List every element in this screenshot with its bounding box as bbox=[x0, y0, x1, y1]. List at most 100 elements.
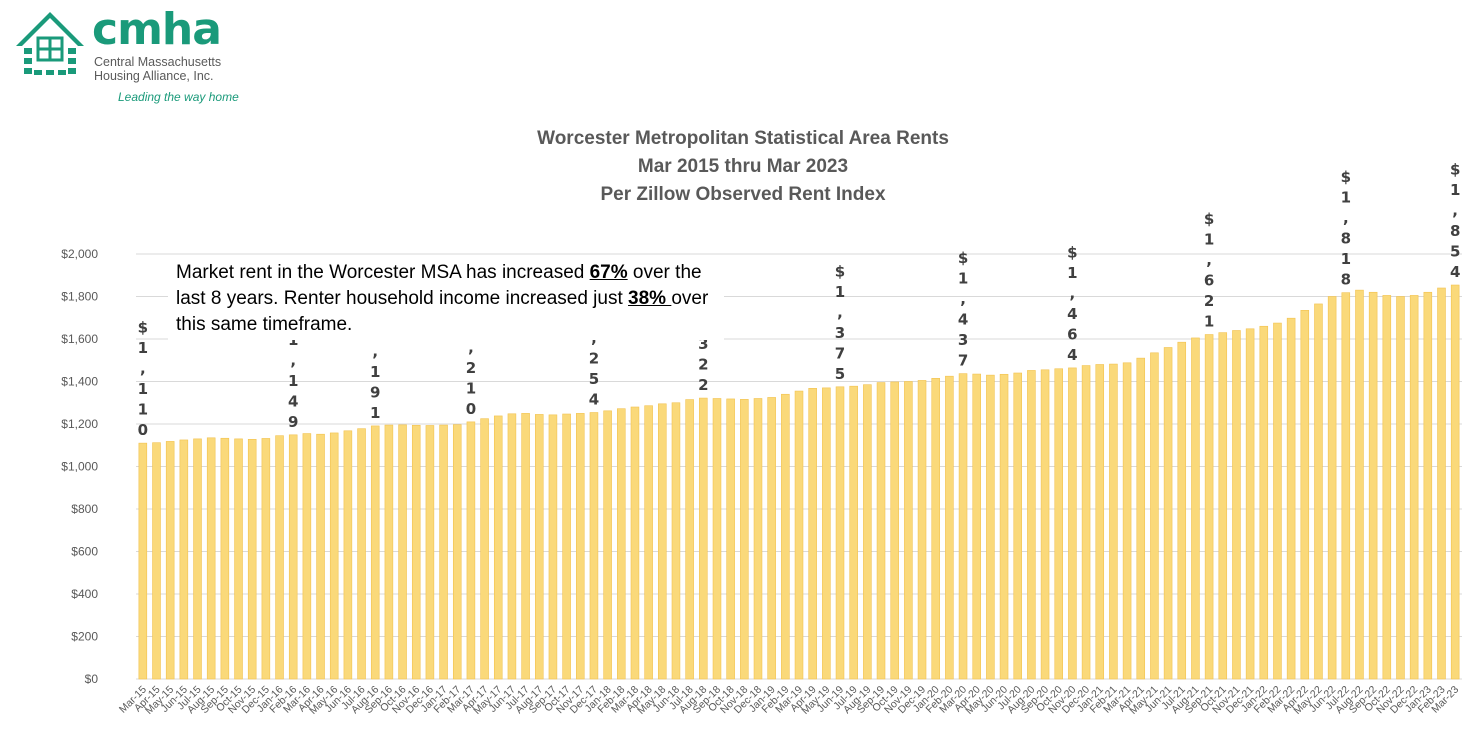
bar-Dec-17 bbox=[589, 412, 599, 680]
y-tick-label: $1,000 bbox=[61, 460, 98, 474]
y-tick-label: $200 bbox=[71, 630, 98, 644]
data-label-Sep-21: $1, 6 2 1 bbox=[1204, 210, 1214, 330]
bar-Sep-20 bbox=[1040, 369, 1050, 680]
cmha-logo: cmha Central Massachusetts Housing Allia… bbox=[14, 4, 254, 110]
chart-title-line-2: Mar 2015 thru Mar 2023 bbox=[638, 156, 848, 177]
bar-Jul-16 bbox=[357, 428, 366, 680]
bar-Oct-16 bbox=[398, 424, 407, 680]
bar-Oct-15 bbox=[234, 438, 243, 680]
bar-Jun-15 bbox=[179, 439, 189, 680]
bar-Sep-19 bbox=[876, 382, 886, 680]
bar-Feb-17 bbox=[452, 424, 462, 680]
logo-org-line1: Central Massachusetts bbox=[94, 55, 222, 69]
bar-Jul-21 bbox=[1177, 341, 1187, 680]
bar-Jun-19 bbox=[835, 386, 845, 680]
bar-Mar-19 bbox=[794, 390, 804, 680]
bar-Jun-18 bbox=[671, 402, 681, 680]
bar-Sep-22 bbox=[1368, 291, 1378, 680]
bar-Jun-22 bbox=[1327, 296, 1337, 680]
bar-Oct-18 bbox=[726, 398, 735, 680]
bar-May-16 bbox=[329, 432, 339, 680]
bar-Jan-19 bbox=[767, 397, 776, 680]
bar-Jun-17 bbox=[507, 413, 517, 680]
bar-Oct-22 bbox=[1382, 295, 1392, 680]
logo-org-line2: Housing Alliance, Inc. bbox=[94, 69, 214, 83]
bar-Aug-21 bbox=[1191, 337, 1200, 680]
bar-May-19 bbox=[822, 387, 831, 680]
bar-Mar-20 bbox=[958, 373, 968, 680]
data-label-Jun-19: $1, 3 7 5 bbox=[835, 262, 845, 383]
y-tick-label: $400 bbox=[71, 587, 98, 601]
bar-Nov-22 bbox=[1396, 296, 1405, 680]
bar-Mar-18 bbox=[630, 406, 640, 680]
y-tick-label: $2,000 bbox=[61, 247, 98, 261]
chart-bars bbox=[138, 284, 1460, 680]
bar-Aug-19 bbox=[863, 384, 872, 680]
bar-Apr-22 bbox=[1300, 310, 1310, 680]
y-tick-label: $1,400 bbox=[61, 375, 98, 389]
bar-Oct-19 bbox=[890, 381, 899, 680]
bar-Nov-16 bbox=[411, 424, 421, 680]
bar-Aug-15 bbox=[206, 437, 216, 680]
house-logo-icon bbox=[16, 12, 84, 75]
bar-Apr-21 bbox=[1136, 357, 1146, 680]
bar-Dec-16 bbox=[425, 425, 435, 680]
logo-brand: cmha bbox=[92, 4, 222, 55]
y-tick-label: $600 bbox=[71, 545, 98, 559]
bar-Jan-16 bbox=[275, 435, 284, 680]
bar-Oct-20 bbox=[1054, 368, 1064, 680]
callout-pct-income: 38% bbox=[628, 288, 672, 309]
bar-Mar-23 bbox=[1450, 284, 1460, 680]
bar-Mar-15 bbox=[138, 442, 148, 680]
bar-Jun-16 bbox=[343, 430, 353, 680]
bar-Jan-17 bbox=[439, 424, 448, 680]
bar-Nov-21 bbox=[1232, 330, 1241, 680]
bar-Jan-20 bbox=[931, 378, 940, 680]
bar-Sep-16 bbox=[384, 424, 394, 680]
bar-Aug-18 bbox=[699, 397, 708, 680]
bar-Aug-22 bbox=[1355, 289, 1364, 680]
bar-Jul-17 bbox=[521, 413, 530, 680]
bar-Jan-22 bbox=[1259, 325, 1269, 680]
x-axis-ticks: Mar-15Apr-15May-15Jun-15Jul-15Aug-15Sep-… bbox=[117, 684, 1461, 717]
bar-Dec-20 bbox=[1081, 365, 1091, 680]
chart-title-line-1: Worcester Metropolitan Statistical Area … bbox=[537, 128, 949, 149]
bar-Jan-18 bbox=[603, 410, 612, 680]
bar-Jul-18 bbox=[685, 399, 694, 680]
bar-Feb-23 bbox=[1437, 287, 1446, 680]
bar-Sep-15 bbox=[220, 437, 230, 680]
bar-Feb-19 bbox=[781, 393, 790, 680]
bar-May-15 bbox=[165, 441, 175, 680]
bar-Jan-23 bbox=[1423, 291, 1433, 680]
bar-Nov-17 bbox=[576, 413, 585, 680]
bar-Sep-18 bbox=[712, 398, 722, 680]
bar-Apr-19 bbox=[808, 387, 817, 680]
bar-Feb-20 bbox=[945, 375, 954, 680]
bar-Sep-21 bbox=[1204, 334, 1214, 680]
bar-Apr-20 bbox=[972, 373, 981, 680]
data-label-Nov-20: $1, 4 6 4 bbox=[1067, 243, 1077, 364]
bar-May-21 bbox=[1150, 352, 1159, 680]
bar-Feb-22 bbox=[1273, 322, 1282, 680]
bar-Oct-21 bbox=[1218, 332, 1228, 680]
bar-May-20 bbox=[986, 374, 995, 680]
bar-Jun-20 bbox=[999, 373, 1009, 680]
y-tick-label: $1,600 bbox=[61, 332, 98, 346]
bar-Nov-20 bbox=[1068, 367, 1077, 680]
bar-Sep-17 bbox=[548, 414, 558, 680]
data-label-Mar-20: $1, 4 3 7 bbox=[958, 249, 968, 370]
bar-Dec-15 bbox=[261, 438, 271, 680]
bar-May-17 bbox=[493, 415, 503, 680]
bar-Mar-17 bbox=[466, 421, 476, 680]
data-label-Mar-23: $1, 8 5 4 bbox=[1450, 161, 1460, 282]
bar-Aug-17 bbox=[534, 414, 544, 680]
y-axis-ticks: $0 $200 $400 $600 $800 $1,000 $1,200 $1,400 $1,6… bbox=[61, 247, 98, 686]
bar-Apr-17 bbox=[480, 418, 489, 680]
callout-pct-rent: 67% bbox=[589, 262, 628, 283]
callout-part2: over the last 8 years. Renter household … bbox=[176, 262, 702, 309]
y-tick-label: $1,200 bbox=[61, 417, 98, 431]
bar-Oct-17 bbox=[562, 413, 571, 680]
bar-Aug-20 bbox=[1027, 370, 1036, 680]
bar-Dec-21 bbox=[1245, 328, 1255, 680]
